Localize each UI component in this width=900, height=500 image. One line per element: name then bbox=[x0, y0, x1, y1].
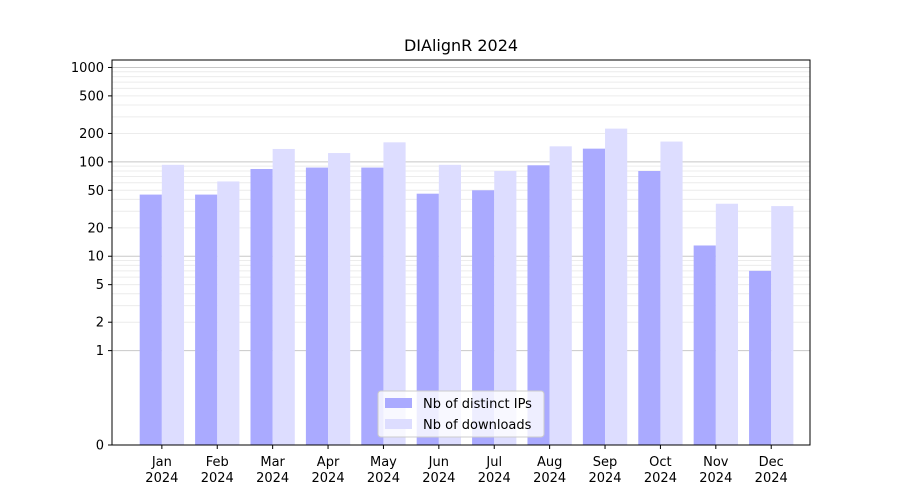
legend-swatch bbox=[385, 419, 412, 429]
x-tick-label-month: Feb bbox=[206, 455, 229, 470]
x-tick-label-month: Oct bbox=[649, 455, 671, 470]
x-tick-label-year: 2024 bbox=[699, 471, 732, 486]
y-tick-label: 1 bbox=[96, 344, 104, 359]
bar-downloads-nov bbox=[715, 203, 738, 445]
x-tick-label-year: 2024 bbox=[145, 471, 178, 486]
x-tick-label-month: Dec bbox=[759, 455, 784, 470]
bar-downloads-aug bbox=[549, 146, 572, 445]
y-tick-label: 10 bbox=[87, 250, 104, 265]
x-tick-label-year: 2024 bbox=[201, 471, 234, 486]
y-tick-label: 2 bbox=[96, 316, 104, 331]
bar-downloads-mar bbox=[272, 148, 295, 445]
x-tick-label-year: 2024 bbox=[644, 471, 677, 486]
bar-downloads-sep bbox=[605, 128, 628, 446]
legend: Nb of distinct IPs Nb of downloads bbox=[377, 390, 545, 438]
x-tick-label-month: Mar bbox=[260, 455, 285, 470]
y-tick-label: 50 bbox=[87, 184, 104, 199]
bar-distinct-ips-nov bbox=[693, 245, 716, 445]
bar-downloads-apr bbox=[328, 153, 351, 445]
legend-label: Nb of distinct IPs bbox=[423, 397, 532, 412]
chart-title: DIAlignR 2024 bbox=[404, 36, 518, 55]
x-axis: Jan2024Feb2024Mar2024Apr2024May2024Jun20… bbox=[145, 445, 788, 486]
y-tick-label: 5 bbox=[96, 278, 104, 293]
bar-downloads-jun bbox=[438, 164, 461, 445]
bar-distinct-ips-sep bbox=[582, 148, 606, 445]
x-tick-label-year: 2024 bbox=[256, 471, 289, 486]
bar-distinct-ips-mar bbox=[250, 169, 273, 445]
legend-box bbox=[377, 390, 545, 438]
bar-distinct-ips-jan bbox=[139, 194, 162, 445]
x-tick-label-year: 2024 bbox=[367, 471, 400, 486]
y-axis: 0 1 2 5 10 20 50 100 200 500 1000 bbox=[71, 61, 112, 454]
bar-downloads-oct bbox=[660, 141, 683, 445]
bar-downloads-may bbox=[383, 142, 406, 446]
x-tick-label-year: 2024 bbox=[755, 471, 788, 486]
bar-distinct-ips-feb bbox=[195, 194, 218, 445]
x-tick-label-year: 2024 bbox=[478, 471, 511, 486]
y-tick-label: 20 bbox=[87, 221, 104, 236]
x-tick-label-year: 2024 bbox=[312, 471, 345, 486]
bar-distinct-ips-jun bbox=[416, 193, 439, 445]
legend-swatch bbox=[385, 398, 412, 408]
x-tick-label-month: Nov bbox=[703, 455, 729, 470]
bar-downloads-dec bbox=[771, 206, 794, 445]
y-tick-label: 100 bbox=[79, 155, 104, 170]
bar-distinct-ips-may bbox=[361, 167, 384, 445]
bar-downloads-feb bbox=[217, 181, 240, 445]
bar-distinct-ips-jul bbox=[472, 190, 495, 445]
y-tick-label: 500 bbox=[79, 89, 104, 104]
y-tick-label: 0 bbox=[96, 439, 104, 454]
x-tick-label-month: Apr bbox=[317, 455, 340, 470]
legend-label: Nb of downloads bbox=[423, 418, 532, 433]
x-tick-label-month: Jun bbox=[428, 455, 449, 470]
plot-frame bbox=[111, 59, 811, 446]
x-tick-label-month: Sep bbox=[593, 455, 618, 470]
bar-downloads-jul bbox=[494, 171, 517, 446]
bar-distinct-ips-aug bbox=[527, 165, 550, 445]
bar-downloads-jan bbox=[161, 164, 185, 445]
x-tick-label-year: 2024 bbox=[422, 471, 455, 486]
y-tick-label: 1000 bbox=[71, 61, 104, 76]
x-tick-label-month: Aug bbox=[537, 455, 562, 470]
bars bbox=[139, 128, 794, 446]
y-tick-label: 200 bbox=[79, 127, 104, 142]
x-tick-label-year: 2024 bbox=[588, 471, 621, 486]
x-tick-label-month: Jul bbox=[485, 455, 502, 470]
bar-distinct-ips-dec bbox=[749, 270, 772, 445]
x-tick-label-year: 2024 bbox=[533, 471, 566, 486]
bar-distinct-ips-apr bbox=[305, 167, 329, 445]
bar-distinct-ips-oct bbox=[638, 171, 661, 446]
x-tick-label-month: May bbox=[370, 455, 397, 470]
x-tick-label-month: Jan bbox=[151, 455, 172, 470]
